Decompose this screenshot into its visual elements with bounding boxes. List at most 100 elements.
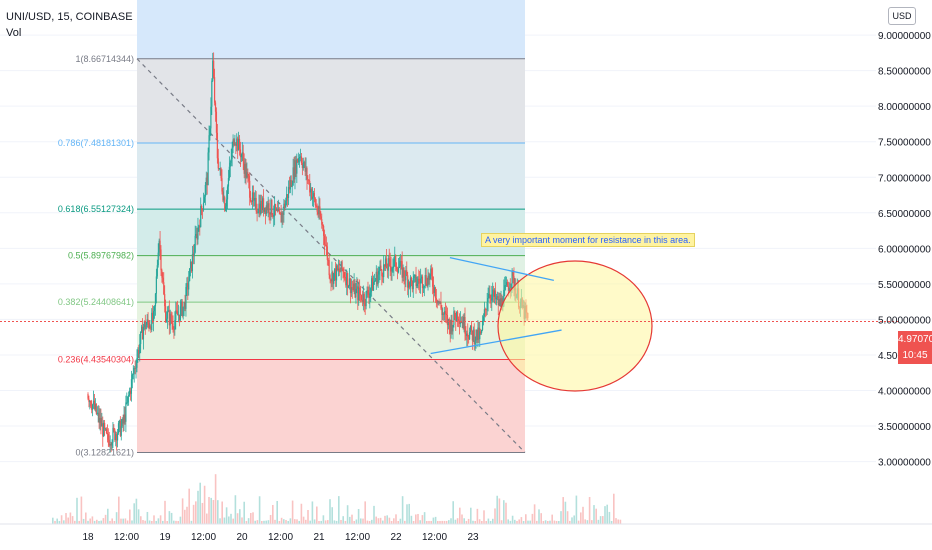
fib-level-label: 0.786(7.48181301) [58, 138, 134, 148]
volume-bar [540, 513, 542, 524]
volume-bar [384, 515, 386, 524]
candle-body [210, 106, 212, 129]
volume-bar [135, 498, 138, 524]
candle-body [512, 270, 514, 277]
volume-indicator-label[interactable]: Vol [6, 27, 22, 39]
volume-bar [305, 519, 307, 524]
volume-bar [608, 511, 611, 524]
candle-body [397, 268, 400, 273]
candle-body [436, 299, 438, 304]
candle-body [473, 329, 475, 344]
candle-body [480, 331, 482, 333]
candle-body [201, 205, 203, 209]
volume-bar [408, 503, 410, 524]
volume-bar [129, 509, 131, 524]
y-tick-label: 6.00000000 [878, 244, 931, 255]
candle-body [304, 162, 306, 172]
volume-bar [261, 520, 263, 524]
candle-body [297, 159, 299, 163]
candle-body [141, 326, 144, 340]
candle-body [153, 306, 156, 312]
candle-body [383, 264, 385, 278]
volume-bar [566, 511, 569, 524]
candle-body [222, 191, 224, 201]
volume-bar [329, 499, 331, 524]
candle-body [154, 293, 157, 307]
candle-body [289, 180, 291, 190]
candle-body [481, 329, 483, 333]
volume-bar [184, 509, 186, 524]
volume-bar [285, 519, 287, 524]
volume-bar [470, 507, 472, 524]
candle-body [87, 394, 89, 399]
volume-bar [313, 519, 316, 524]
candle-body [457, 318, 460, 321]
volume-bar [201, 502, 204, 524]
volume-bar [584, 519, 586, 524]
volume-bar [401, 496, 404, 524]
candle-body [505, 282, 508, 286]
currency-button[interactable]: USD [888, 7, 916, 25]
candle-body [158, 240, 160, 253]
candle-body [143, 321, 145, 328]
candle-body [432, 286, 435, 293]
volume-bar [437, 520, 439, 524]
candle-body [371, 278, 373, 289]
candle-body [471, 330, 473, 341]
volume-bar [492, 518, 494, 524]
candle-body [176, 310, 178, 312]
candle-body [315, 205, 317, 207]
resistance-note[interactable]: A very important moment for resistance i… [481, 233, 695, 247]
candle-body [264, 207, 267, 214]
volume-bar [82, 518, 85, 524]
candle-body [431, 268, 433, 277]
candle-body [121, 418, 123, 426]
volume-bar [333, 520, 336, 524]
candle-body [326, 246, 328, 260]
volume-bar [107, 508, 109, 524]
volume-bar [153, 515, 155, 524]
volume-bar [351, 514, 353, 524]
candle-body [270, 199, 272, 215]
candle-body [228, 166, 230, 179]
candle-body [339, 271, 341, 273]
candle-body [362, 294, 364, 303]
candle-body [402, 267, 404, 278]
candle-body [267, 203, 269, 211]
candle-body [116, 434, 118, 441]
candle-body [421, 276, 424, 288]
candle-body [366, 290, 368, 292]
volume-bar [619, 519, 622, 524]
candle-body [446, 315, 449, 326]
candle-body [257, 212, 259, 214]
candle-body [180, 301, 182, 307]
candle-body [118, 420, 121, 424]
volume-bar [133, 503, 135, 524]
candle-body [208, 135, 210, 153]
candle-body [196, 233, 198, 240]
candle-body [441, 308, 443, 316]
candle-body [197, 227, 199, 240]
candle-body [381, 269, 383, 277]
volume-bar [67, 517, 69, 524]
volume-bar [320, 520, 322, 524]
volume-bar [311, 501, 314, 524]
x-tick-label: 12:00 [268, 532, 293, 543]
candle-body [375, 271, 377, 281]
volume-bar [599, 516, 602, 524]
candle-body [350, 287, 352, 294]
volume-bar [274, 519, 276, 524]
volume-bar [76, 497, 78, 524]
candle-body [115, 434, 117, 440]
candle-body [313, 193, 315, 199]
candle-body [493, 290, 496, 297]
volume-bar [597, 519, 600, 524]
volume-bar [87, 520, 89, 524]
volume-bar [586, 520, 589, 524]
candle-body [116, 433, 119, 441]
candle-body [285, 200, 287, 208]
candle-body [506, 282, 509, 287]
volume-bar [463, 518, 465, 524]
candle-body [400, 260, 402, 262]
